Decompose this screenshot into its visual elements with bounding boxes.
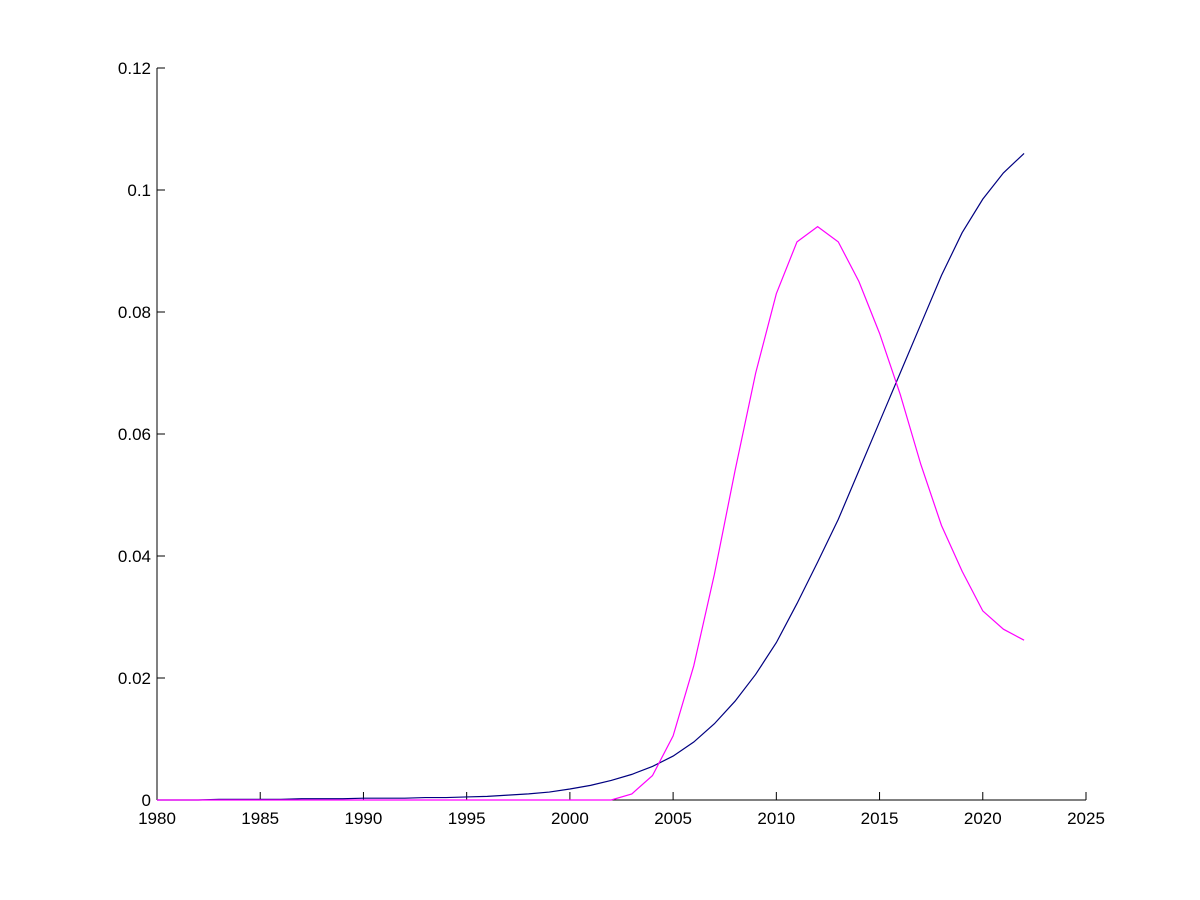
x-tick-label: 1980 bbox=[138, 809, 176, 828]
y-tick-label: 0.06 bbox=[118, 425, 151, 444]
y-tick-label: 0.08 bbox=[118, 303, 151, 322]
series-line bbox=[157, 152, 1025, 801]
x-tick-label: 2025 bbox=[1067, 809, 1105, 828]
x-tick-label: 2020 bbox=[964, 809, 1002, 828]
x-tick-label: 1990 bbox=[345, 809, 383, 828]
y-tick-label: 0.04 bbox=[118, 547, 151, 566]
x-tick-label: 2000 bbox=[551, 809, 589, 828]
series-line bbox=[157, 225, 1025, 801]
x-tick-label: 2015 bbox=[861, 809, 899, 828]
y-tick-label: 0.12 bbox=[118, 59, 151, 78]
y-tick-label: 0 bbox=[142, 791, 151, 810]
x-tick-label: 1995 bbox=[448, 809, 486, 828]
y-tick-label: 0.02 bbox=[118, 669, 151, 688]
x-tick-label: 1985 bbox=[241, 809, 279, 828]
x-tick-label: 2010 bbox=[757, 809, 795, 828]
x-tick-label: 2005 bbox=[654, 809, 692, 828]
y-tick-label: 0.1 bbox=[127, 181, 151, 200]
